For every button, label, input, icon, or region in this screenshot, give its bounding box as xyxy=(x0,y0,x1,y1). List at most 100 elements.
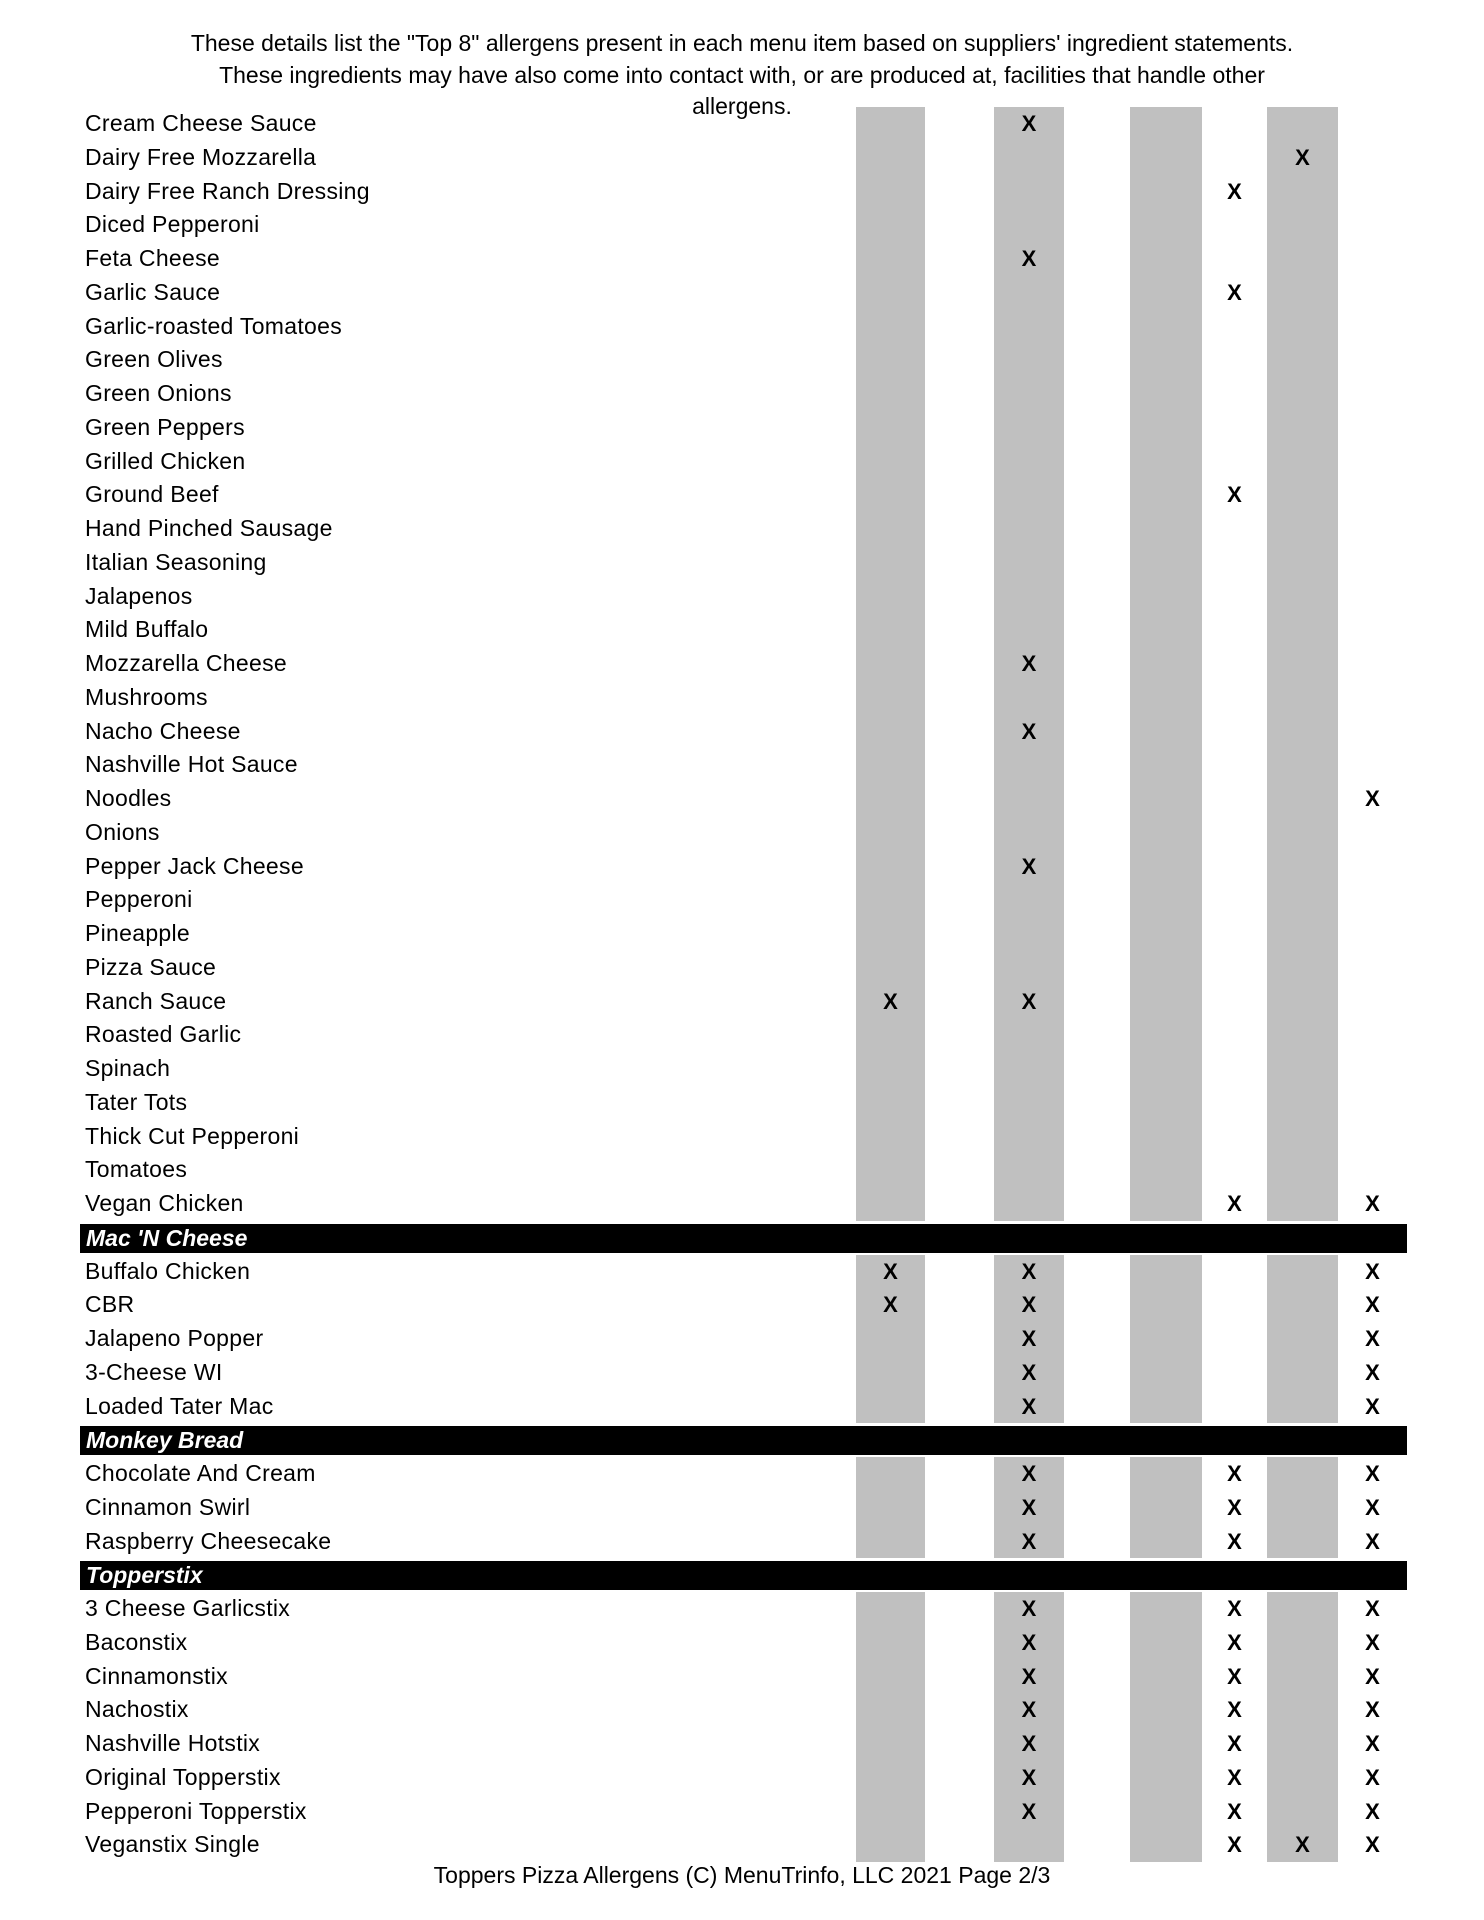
item-label: CBR xyxy=(85,1291,135,1318)
table-row: Diced Pepperoni xyxy=(0,208,1484,242)
allergen-cell-col-3: X xyxy=(994,984,1064,1019)
allergen-cell-col-4 xyxy=(1064,242,1130,276)
allergen-mark: X xyxy=(1021,1292,1037,1318)
item-label: Garlic-roasted Tomatoes xyxy=(85,312,343,339)
table-row: Original Topperstix X X X xyxy=(0,1760,1484,1795)
allergen-cell-col-1 xyxy=(856,714,925,749)
allergen-cell-col-1 xyxy=(856,815,925,850)
allergen-cell-col-1 xyxy=(856,1693,925,1727)
section-header-bar: Topperstix xyxy=(80,1561,1407,1591)
allergen-cell-col-3 xyxy=(994,444,1064,479)
allergen-cell-col-6 xyxy=(1202,917,1267,951)
item-label: Pepper Jack Cheese xyxy=(85,852,304,879)
allergen-cell-col-6 xyxy=(1202,748,1267,782)
table-row: Pizza Sauce xyxy=(0,950,1484,985)
allergen-mark: X xyxy=(1365,1798,1380,1824)
allergen-cell-col-3 xyxy=(994,478,1064,512)
allergen-cell-col-3 xyxy=(994,950,1064,985)
table-row: Green Peppers xyxy=(0,410,1484,445)
allergen-cell-col-1 xyxy=(856,512,925,546)
allergen-cell-col-5 xyxy=(1130,309,1202,344)
allergen-cell-col-2 xyxy=(925,445,994,479)
allergen-cell-col-7 xyxy=(1267,410,1338,445)
allergen-cell-col-4 xyxy=(1064,208,1130,242)
allergen-cell-col-6 xyxy=(1202,546,1267,580)
allergen-cell-col-7 xyxy=(1267,1693,1338,1727)
item-label: Nashville Hotstix xyxy=(85,1730,261,1756)
allergen-mark: X xyxy=(1227,482,1242,508)
allergen-cell-col-1 xyxy=(856,917,925,951)
allergen-cell-col-8: X xyxy=(1338,1592,1407,1626)
allergen-cell-col-2 xyxy=(925,1693,994,1727)
allergen-mark: X xyxy=(1365,1359,1380,1385)
allergen-cell-col-3 xyxy=(994,748,1064,782)
allergen-mark: X xyxy=(1365,1528,1380,1554)
allergen-cell-col-3 xyxy=(994,208,1064,242)
section-header-title: Monkey Bread xyxy=(86,1427,244,1454)
allergen-mark: X xyxy=(1227,1494,1242,1520)
allergen-cell-col-3 xyxy=(994,1153,1064,1187)
allergen-mark: X xyxy=(1365,1292,1380,1318)
allergen-cell-col-2 xyxy=(925,951,994,985)
allergen-cell-col-2 xyxy=(925,1018,994,1052)
allergen-cell-col-7 xyxy=(1267,1794,1338,1829)
allergen-cell-col-8 xyxy=(1338,1086,1407,1120)
allergen-cell-col-8 xyxy=(1338,276,1407,310)
allergen-cell-col-1 xyxy=(856,1592,925,1626)
allergen-cell-col-3 xyxy=(994,680,1064,715)
table-row: Cinnamonstix X X X xyxy=(0,1659,1484,1694)
item-label: Pineapple xyxy=(85,920,191,946)
item-label: Onions xyxy=(85,818,160,845)
allergen-cell-col-8: X xyxy=(1338,1322,1407,1356)
allergen-cell-col-4 xyxy=(1064,985,1130,1019)
allergen-mark: X xyxy=(1021,1359,1037,1385)
allergen-cell-col-6 xyxy=(1202,715,1267,749)
allergen-cell-col-6 xyxy=(1202,377,1267,411)
allergen-mark: X xyxy=(1365,1731,1380,1756)
allergen-cell-col-8 xyxy=(1338,951,1407,985)
allergen-mark: X xyxy=(1021,1629,1037,1655)
table-row: Pepper Jack Cheese X xyxy=(0,849,1484,884)
allergen-cell-col-3 xyxy=(994,1052,1064,1086)
allergen-cell-col-1 xyxy=(856,1187,925,1221)
allergen-cell-col-5 xyxy=(1130,1828,1202,1862)
allergen-cell-col-2 xyxy=(925,1457,994,1491)
table-row: Nachostix X X X xyxy=(0,1693,1484,1727)
allergen-cell-col-3: X xyxy=(994,1592,1064,1626)
allergen-cell-col-4 xyxy=(1064,1390,1130,1424)
allergen-cell-col-3: X xyxy=(994,1794,1064,1829)
allergen-cell-col-8: X xyxy=(1338,1390,1407,1424)
allergen-cell-col-7 xyxy=(1267,984,1338,1019)
allergen-cell-col-1 xyxy=(856,1490,925,1525)
item-label: Cinnamonstix xyxy=(85,1662,228,1689)
allergen-cell-col-1 xyxy=(856,1322,925,1356)
allergen-cell-col-3: X xyxy=(994,242,1064,276)
allergen-cell-col-7 xyxy=(1267,815,1338,850)
allergen-mark: X xyxy=(1021,1528,1037,1554)
allergen-cell-col-6 xyxy=(1202,1288,1267,1322)
allergen-cell-col-4 xyxy=(1064,276,1130,310)
allergen-cell-col-7 xyxy=(1267,512,1338,546)
allergen-cell-col-8 xyxy=(1338,512,1407,546)
allergen-cell-col-8 xyxy=(1338,580,1407,614)
allergen-cell-col-2 xyxy=(925,141,994,175)
allergen-mark: X xyxy=(1227,1596,1242,1621)
allergen-cell-col-4 xyxy=(1064,580,1130,614)
allergen-mark: X xyxy=(1365,1393,1380,1419)
allergen-cell-col-3 xyxy=(994,174,1064,209)
table-row: Pepperoni Topperstix X X X xyxy=(0,1794,1484,1829)
allergen-cell-col-2 xyxy=(925,715,994,749)
item-label: Tater Tots xyxy=(85,1088,188,1115)
item-label: Hand Pinched Sausage xyxy=(85,515,333,541)
item-label: Tomatoes xyxy=(85,1156,188,1183)
allergen-cell-col-1 xyxy=(856,950,925,985)
section-header-bar: Mac 'N Cheese xyxy=(80,1223,1407,1253)
allergen-cell-col-2 xyxy=(925,883,994,917)
allergen-cell-col-7 xyxy=(1267,1727,1338,1761)
allergen-cell-col-4 xyxy=(1064,1828,1130,1862)
allergen-cell-col-2 xyxy=(925,1795,994,1829)
allergen-cell-col-2 xyxy=(925,1255,994,1289)
allergen-mark: X xyxy=(1227,1528,1242,1554)
allergen-cell-col-5 xyxy=(1130,1355,1202,1390)
table-row: Loaded Tater Mac X X xyxy=(0,1389,1484,1424)
